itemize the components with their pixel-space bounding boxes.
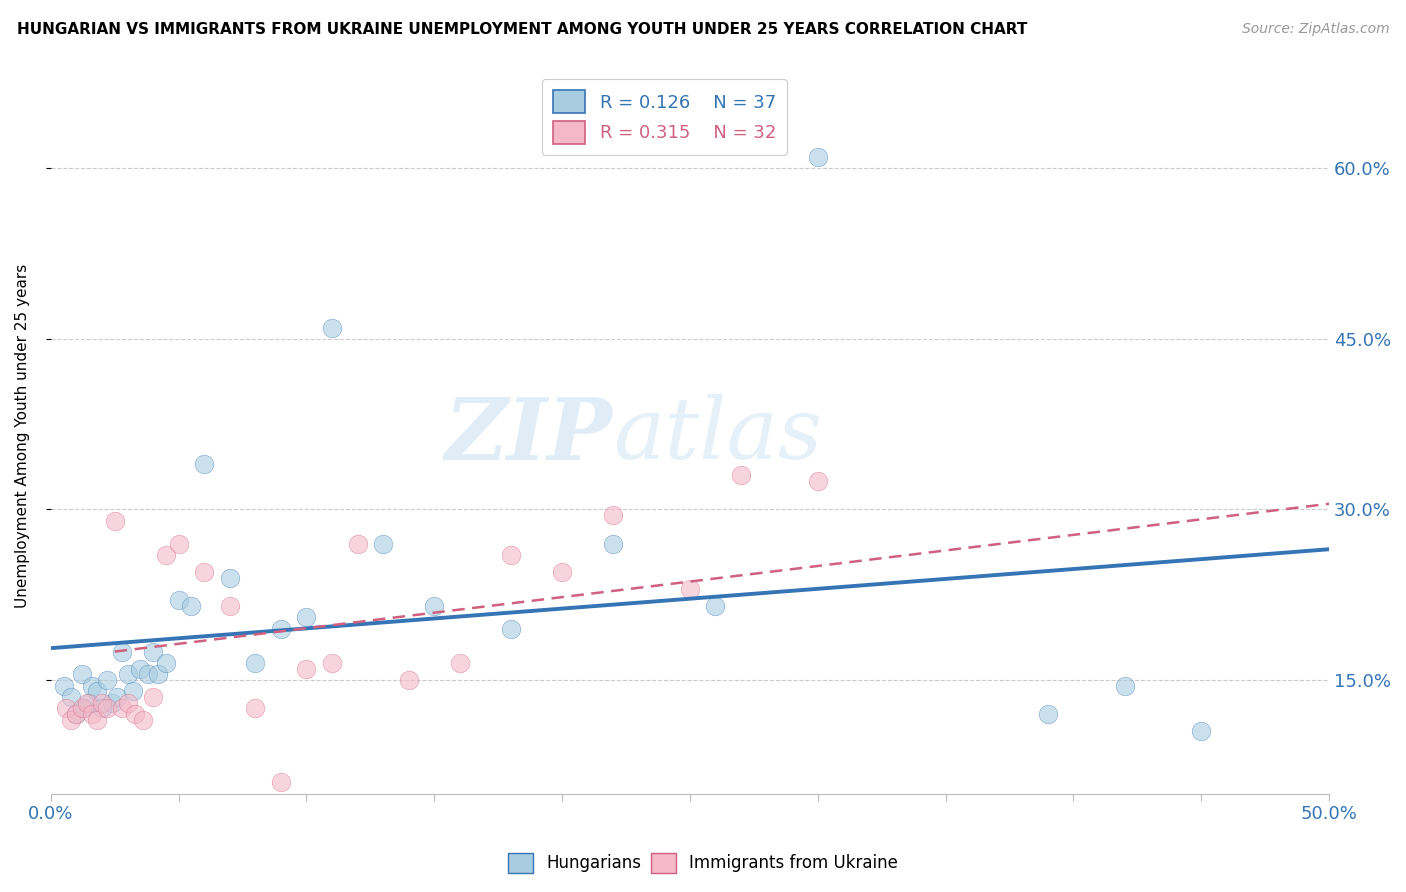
Point	[398, 673, 420, 687]
Point	[80, 707, 103, 722]
Point	[117, 696, 139, 710]
Point	[86, 713, 108, 727]
Point	[193, 457, 215, 471]
Point	[704, 599, 727, 613]
Point	[148, 667, 170, 681]
Point	[602, 536, 624, 550]
Point	[321, 320, 343, 334]
Point	[96, 701, 118, 715]
Point	[60, 713, 83, 727]
Point	[423, 599, 446, 613]
Point	[104, 514, 127, 528]
Point	[111, 644, 134, 658]
Point	[807, 150, 830, 164]
Point	[60, 690, 83, 704]
Point	[270, 775, 292, 789]
Point	[65, 707, 87, 722]
Point	[1114, 679, 1136, 693]
Point	[55, 701, 77, 715]
Point	[111, 701, 134, 715]
Point	[80, 679, 103, 693]
Y-axis label: Unemployment Among Youth under 25 years: Unemployment Among Youth under 25 years	[15, 263, 30, 607]
Legend: R = 0.126    N = 37, R = 0.315    N = 32: R = 0.126 N = 37, R = 0.315 N = 32	[541, 79, 787, 154]
Point	[551, 565, 574, 579]
Point	[270, 622, 292, 636]
Point	[121, 684, 143, 698]
Point	[1189, 724, 1212, 739]
Point	[295, 662, 318, 676]
Point	[449, 656, 471, 670]
Point	[73, 701, 96, 715]
Point	[602, 508, 624, 523]
Point	[180, 599, 202, 613]
Point	[499, 548, 522, 562]
Point	[245, 701, 267, 715]
Point	[132, 713, 155, 727]
Point	[218, 571, 240, 585]
Point	[295, 610, 318, 624]
Point	[730, 468, 752, 483]
Point	[142, 690, 165, 704]
Point	[1036, 707, 1059, 722]
Point	[499, 622, 522, 636]
Point	[91, 696, 114, 710]
Point	[96, 673, 118, 687]
Point	[136, 667, 159, 681]
Legend: Hungarians, Immigrants from Ukraine: Hungarians, Immigrants from Ukraine	[501, 847, 905, 880]
Point	[77, 696, 100, 710]
Point	[245, 656, 267, 670]
Point	[321, 656, 343, 670]
Point	[129, 662, 152, 676]
Text: atlas: atlas	[613, 394, 823, 477]
Point	[91, 701, 114, 715]
Text: Source: ZipAtlas.com: Source: ZipAtlas.com	[1241, 22, 1389, 37]
Point	[124, 707, 146, 722]
Text: ZIP: ZIP	[446, 393, 613, 477]
Point	[218, 599, 240, 613]
Point	[52, 679, 75, 693]
Point	[65, 707, 87, 722]
Point	[346, 536, 368, 550]
Point	[155, 548, 177, 562]
Point	[70, 667, 93, 681]
Text: HUNGARIAN VS IMMIGRANTS FROM UKRAINE UNEMPLOYMENT AMONG YOUTH UNDER 25 YEARS COR: HUNGARIAN VS IMMIGRANTS FROM UKRAINE UNE…	[17, 22, 1028, 37]
Point	[807, 474, 830, 488]
Point	[155, 656, 177, 670]
Point	[193, 565, 215, 579]
Point	[167, 536, 190, 550]
Point	[117, 667, 139, 681]
Point	[679, 582, 702, 596]
Point	[167, 593, 190, 607]
Point	[142, 644, 165, 658]
Point	[76, 696, 98, 710]
Point	[105, 690, 128, 704]
Point	[70, 701, 93, 715]
Point	[101, 696, 124, 710]
Point	[86, 684, 108, 698]
Point	[373, 536, 395, 550]
